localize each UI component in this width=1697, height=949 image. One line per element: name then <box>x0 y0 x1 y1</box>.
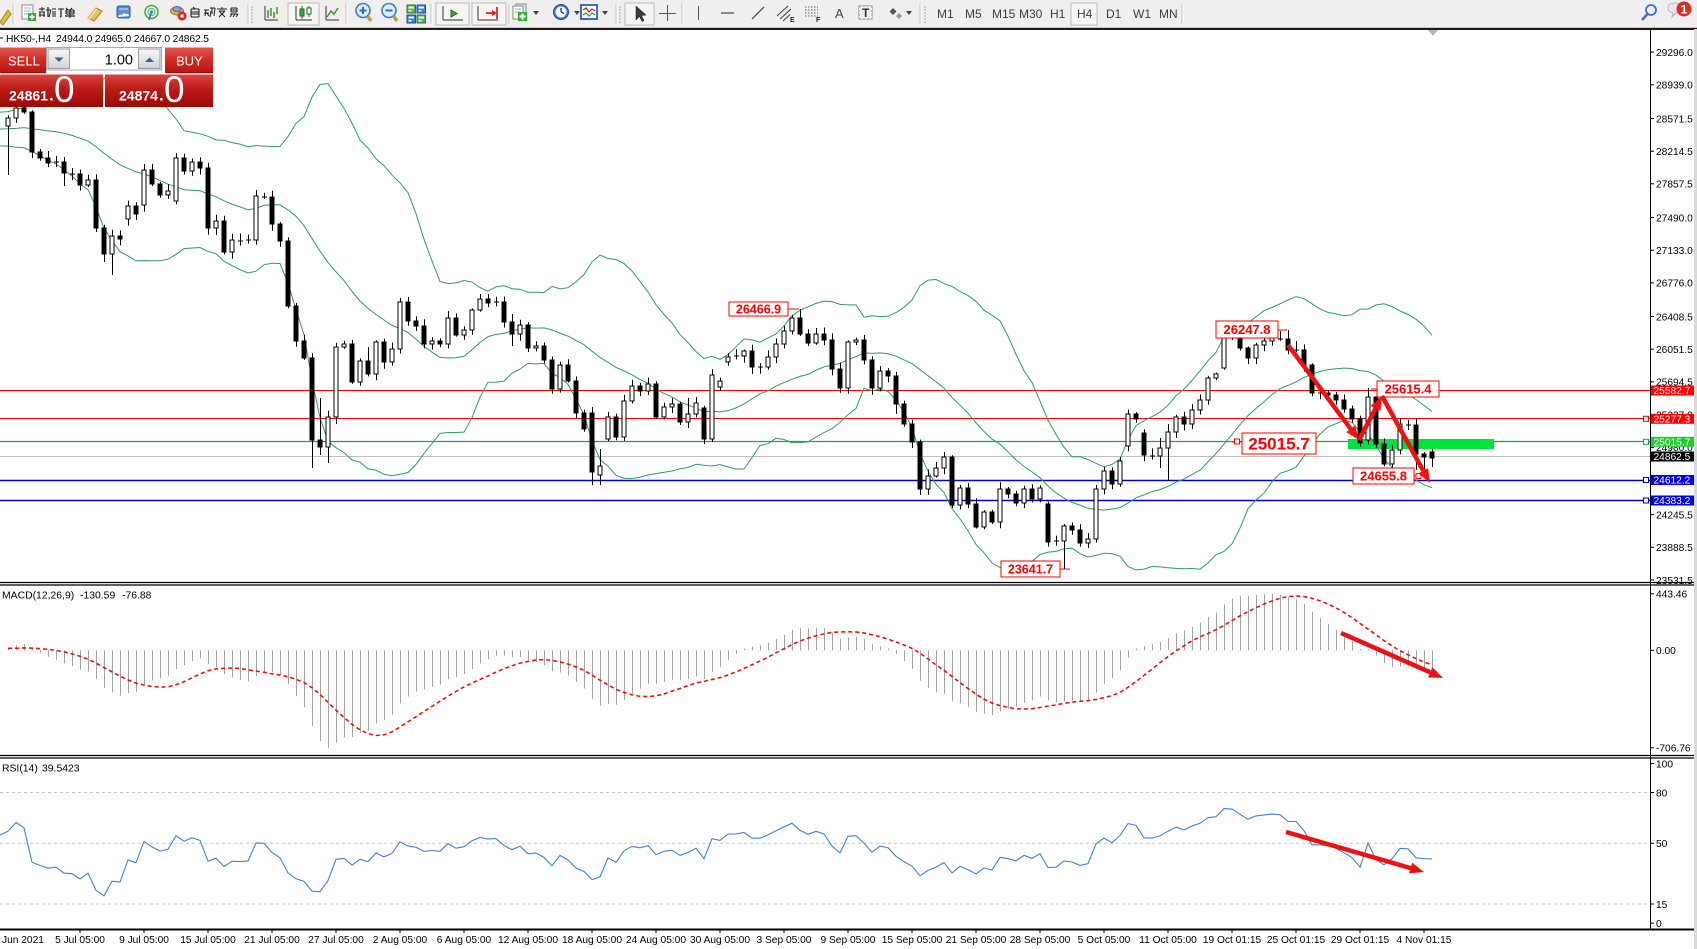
svg-text:3 Sep 05:00: 3 Sep 05:00 <box>757 935 812 946</box>
svg-text:MACD(12,26,9): MACD(12,26,9) <box>2 591 74 602</box>
svg-text:18 Aug 05:00: 18 Aug 05:00 <box>562 935 622 946</box>
svg-text:24383.2: 24383.2 <box>1654 496 1691 507</box>
svg-text:25277.3: 25277.3 <box>1654 415 1691 426</box>
svg-text:23888.5: 23888.5 <box>1656 543 1693 554</box>
svg-text:5 Oct 05:00: 5 Oct 05:00 <box>1078 935 1131 946</box>
svg-text:28 Sep 05:00: 28 Sep 05:00 <box>1010 935 1071 946</box>
svg-text:24862.5: 24862.5 <box>1654 452 1691 463</box>
svg-text:M5: M5 <box>965 7 982 21</box>
svg-text:24861: 24861 <box>9 88 48 104</box>
svg-text:25 Oct 01:15: 25 Oct 01:15 <box>1267 935 1326 946</box>
svg-text:24980.0: 24980.0 <box>1656 443 1693 454</box>
svg-text:27 Jul 05:00: 27 Jul 05:00 <box>308 935 364 946</box>
svg-text:RSI(14): RSI(14) <box>2 764 38 775</box>
svg-text:2 Aug 05:00: 2 Aug 05:00 <box>373 935 428 946</box>
svg-text:.: . <box>159 86 164 105</box>
svg-text:11 Oct 05:00: 11 Oct 05:00 <box>1139 935 1197 946</box>
svg-text:E: E <box>790 17 795 24</box>
svg-text:0: 0 <box>164 69 185 110</box>
svg-text:T: T <box>862 6 870 20</box>
svg-text:27857.5: 27857.5 <box>1656 180 1693 191</box>
svg-text:HK50-,H4: HK50-,H4 <box>6 34 51 45</box>
svg-text:29 Oct 01:15: 29 Oct 01:15 <box>1331 935 1390 946</box>
svg-text:50: 50 <box>1656 839 1668 850</box>
svg-text:-130.59: -130.59 <box>80 591 115 602</box>
svg-text:24655.8: 24655.8 <box>1360 469 1407 484</box>
svg-text:23531.5: 23531.5 <box>1656 576 1693 587</box>
svg-text:28939.0: 28939.0 <box>1656 81 1693 92</box>
svg-text:A: A <box>835 6 844 21</box>
svg-text:100: 100 <box>1656 759 1673 770</box>
svg-text:26466.9: 26466.9 <box>736 303 781 317</box>
svg-text:27133.0: 27133.0 <box>1656 246 1693 257</box>
svg-text:25694.5: 25694.5 <box>1656 378 1693 389</box>
svg-text:28571.5: 28571.5 <box>1656 114 1693 125</box>
svg-text:25015.7: 25015.7 <box>1248 435 1309 454</box>
svg-text:12 Aug 05:00: 12 Aug 05:00 <box>498 935 558 946</box>
svg-text:H4: H4 <box>1077 7 1093 21</box>
svg-text:9 Sep 05:00: 9 Sep 05:00 <box>821 935 876 946</box>
svg-text:9 Jul 05:00: 9 Jul 05:00 <box>119 935 169 946</box>
svg-text:MN: MN <box>1159 7 1178 21</box>
svg-text:29296.0: 29296.0 <box>1656 48 1693 59</box>
svg-text:M1: M1 <box>937 7 954 21</box>
svg-text:25615.4: 25615.4 <box>1385 382 1433 397</box>
svg-text:24612.2: 24612.2 <box>1654 476 1691 487</box>
svg-text:23641.7: 23641.7 <box>1008 563 1053 577</box>
svg-text:15: 15 <box>1656 900 1668 911</box>
svg-text:1.00: 1.00 <box>105 53 133 69</box>
svg-text:15 Jul 05:00: 15 Jul 05:00 <box>180 935 236 946</box>
svg-text:26247.8: 26247.8 <box>1224 322 1271 337</box>
svg-text:0: 0 <box>1656 919 1662 930</box>
svg-text:24 Aug 05:00: 24 Aug 05:00 <box>626 935 686 946</box>
svg-text:M15: M15 <box>992 7 1016 21</box>
svg-text:24245.5: 24245.5 <box>1656 510 1693 521</box>
svg-text:F: F <box>816 17 821 24</box>
svg-text:21 Sep 05:00: 21 Sep 05:00 <box>946 935 1007 946</box>
svg-text:BUY: BUY <box>176 54 203 69</box>
svg-text:5 Jul 05:00: 5 Jul 05:00 <box>55 935 105 946</box>
svg-text:-76.88: -76.88 <box>122 591 152 602</box>
svg-text:21 Jul 05:00: 21 Jul 05:00 <box>244 935 300 946</box>
svg-text:6 Aug 05:00: 6 Aug 05:00 <box>437 935 492 946</box>
svg-text:30 Aug 05:00: 30 Aug 05:00 <box>690 935 750 946</box>
svg-text:26051.5: 26051.5 <box>1656 345 1693 356</box>
svg-text:15 Sep 05:00: 15 Sep 05:00 <box>882 935 943 946</box>
svg-text:26408.5: 26408.5 <box>1656 312 1693 323</box>
svg-text:4 Nov 01:15: 4 Nov 01:15 <box>1397 935 1452 946</box>
svg-text:27490.0: 27490.0 <box>1656 213 1693 224</box>
svg-text:1: 1 <box>1681 3 1688 17</box>
svg-text:0.00: 0.00 <box>1656 646 1676 657</box>
svg-text:26776.0: 26776.0 <box>1656 279 1693 290</box>
svg-text:Jun 2021: Jun 2021 <box>2 935 44 946</box>
svg-text:.: . <box>49 86 54 105</box>
svg-text:39.5423: 39.5423 <box>42 764 80 775</box>
svg-text:H1: H1 <box>1050 7 1066 21</box>
svg-text:D1: D1 <box>1106 7 1122 21</box>
svg-text:19 Oct 01:15: 19 Oct 01:15 <box>1203 935 1262 946</box>
svg-text:0: 0 <box>54 69 75 110</box>
svg-text:80: 80 <box>1656 788 1668 799</box>
svg-text:25015.7: 25015.7 <box>1654 438 1691 449</box>
svg-text:443.46: 443.46 <box>1656 590 1687 601</box>
svg-text:24874: 24874 <box>119 88 158 104</box>
svg-text:W1: W1 <box>1133 7 1151 21</box>
svg-text:-706.76: -706.76 <box>1656 744 1691 755</box>
svg-text:M30: M30 <box>1019 7 1043 21</box>
svg-text:25582.7: 25582.7 <box>1654 386 1691 397</box>
svg-text:28214.5: 28214.5 <box>1656 147 1693 158</box>
svg-text:24944.0 24965.0 24667.0 24862.: 24944.0 24965.0 24667.0 24862.5 <box>56 34 209 45</box>
svg-text:SELL: SELL <box>8 54 40 69</box>
